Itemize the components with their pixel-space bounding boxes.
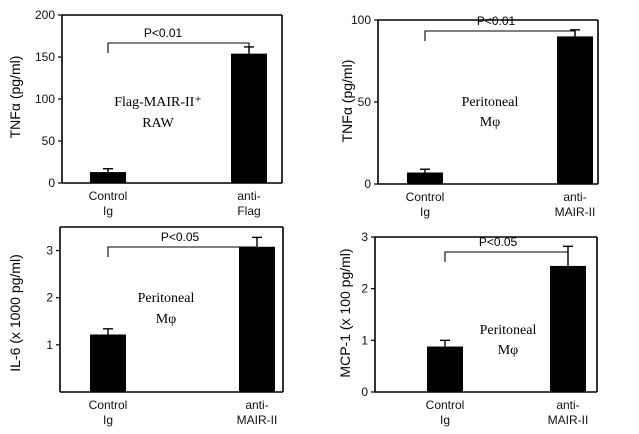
x-category-label-line: anti- xyxy=(245,398,268,412)
x-category-label-line: Flag xyxy=(237,204,260,218)
y-tick-label: 50 xyxy=(358,95,372,109)
x-category-label-line: MAIR-II xyxy=(237,413,278,427)
panel-annotation: Mφ xyxy=(498,343,519,358)
x-category-label-line: Ig xyxy=(103,413,113,427)
significance-label: P<0.01 xyxy=(477,14,516,28)
x-category-label: anti-MAIR-II xyxy=(237,398,278,427)
chart-panel-il6-peritoneal: 1 2 3 IL-6 (x 1000 pg/ml) Control Ig anti-MAIR… xyxy=(7,226,284,427)
x-category-label: Control Ig xyxy=(406,190,445,219)
y-tick-label: 0 xyxy=(361,385,368,399)
y-tick-label: 2 xyxy=(361,282,368,296)
x-category-label-line: MAIR-II xyxy=(548,413,589,427)
y-axis-label: TNFα (pg/ml) xyxy=(339,60,355,143)
significance-label: P<0.01 xyxy=(144,26,183,40)
x-category-label-line: Control xyxy=(89,398,128,412)
y-tick-label: 0 xyxy=(364,177,371,191)
x-category-label-line: anti- xyxy=(563,190,586,204)
panel-annotation: Peritoneal xyxy=(138,291,195,306)
x-category-label-line: Ig xyxy=(420,205,430,219)
y-tick-label: 3 xyxy=(46,244,53,258)
bar xyxy=(557,36,593,185)
x-category-label-line: anti- xyxy=(556,398,579,412)
y-axis-label: IL-6 (x 1000 pg/ml) xyxy=(7,254,23,372)
y-tick-label: 1 xyxy=(361,333,368,347)
x-category-label: Control Ig xyxy=(426,398,465,427)
x-category-label-line: anti- xyxy=(237,189,260,203)
panel-annotation: Flag-MAIR-II⁺ xyxy=(114,95,202,110)
significance-bracket xyxy=(107,246,258,257)
bar xyxy=(407,172,443,184)
x-category-label-line: Control xyxy=(426,398,465,412)
bar xyxy=(239,246,275,392)
x-category-label-line: MAIR-II xyxy=(555,205,596,219)
significance-bracket xyxy=(107,42,250,53)
y-tick-label: 50 xyxy=(42,134,56,148)
x-category-label-line: Control xyxy=(406,190,445,204)
x-category-label: anti-Flag xyxy=(237,189,260,218)
bar xyxy=(550,265,586,392)
bar xyxy=(231,53,267,183)
chart-panel-mcp1-peritoneal: 0 1 2 3 MCP-1 (x 100 pg/ml) Control Ig anti-MAI… xyxy=(337,230,598,427)
y-tick-label: 200 xyxy=(35,8,55,22)
y-tick-label: 3 xyxy=(361,230,368,244)
y-tick-label: 0 xyxy=(48,176,55,190)
bar xyxy=(90,172,126,183)
bar xyxy=(90,334,126,392)
panel-annotation: RAW xyxy=(142,116,174,131)
y-tick-label: 2 xyxy=(46,291,53,305)
significance-label: P<0.05 xyxy=(479,235,518,249)
bar xyxy=(427,346,463,392)
x-category-label-line: Ig xyxy=(103,204,113,218)
panel-annotation: Peritoneal xyxy=(462,95,519,110)
y-tick-label: 100 xyxy=(35,92,55,106)
y-tick-label: 1 xyxy=(46,338,53,352)
chart-panel-tnf-peritoneal: 0 50 100 TNFα (pg/ml) Control Ig anti-MAIR-II P… xyxy=(339,13,599,219)
x-category-label: anti-MAIR-II xyxy=(548,398,589,427)
significance-label: P<0.05 xyxy=(161,230,200,244)
significance-bracket xyxy=(424,30,576,41)
x-category-label: Control Ig xyxy=(89,398,128,427)
x-category-label-line: Ig xyxy=(440,413,450,427)
y-tick-label: 150 xyxy=(35,50,55,64)
x-category-label-line: Control xyxy=(89,189,128,203)
significance-bracket xyxy=(444,251,569,262)
panel-annotation: Mφ xyxy=(480,115,501,130)
panel-annotation: Peritoneal xyxy=(480,323,537,338)
y-axis-label: MCP-1 (x 100 pg/ml) xyxy=(337,248,353,377)
y-tick-label: 100 xyxy=(351,13,371,27)
panel-annotation: Mφ xyxy=(156,312,177,327)
x-category-label: anti-MAIR-II xyxy=(555,190,596,219)
y-axis-label: TNFα (pg/ml) xyxy=(7,56,23,139)
x-category-label: Control Ig xyxy=(89,189,128,218)
